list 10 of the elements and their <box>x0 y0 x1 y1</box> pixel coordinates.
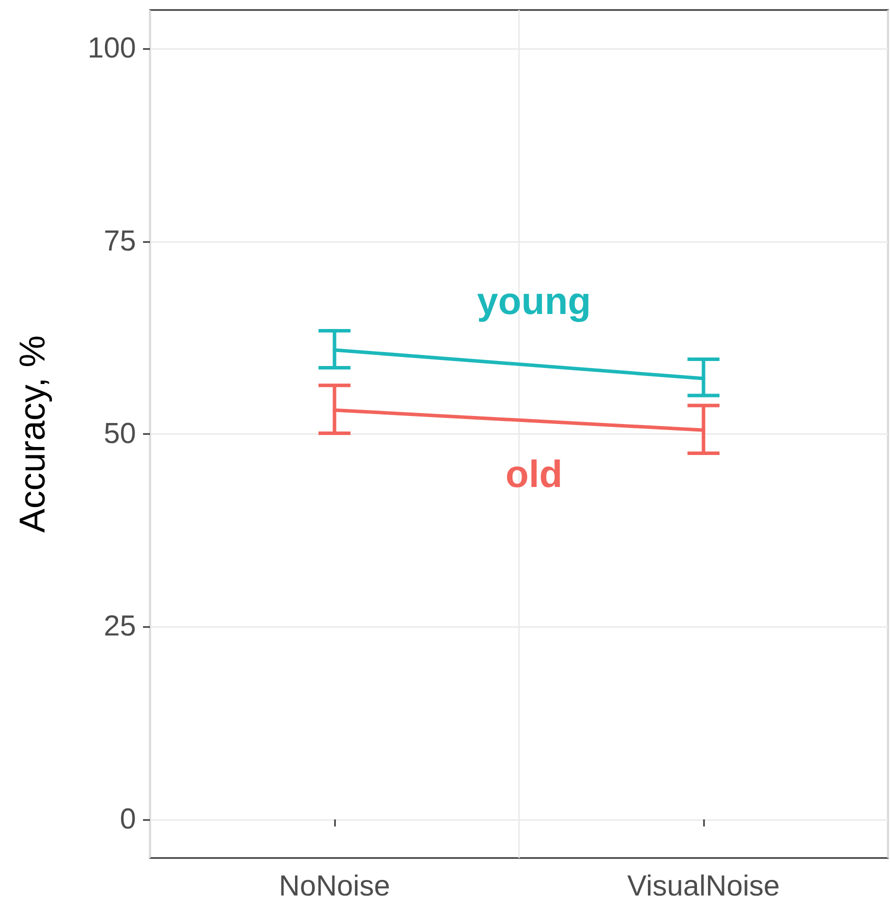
y-tick-label: 0 <box>120 803 136 836</box>
y-tick-label: 50 <box>104 418 136 450</box>
series-label: old <box>506 454 562 496</box>
y-tick-label: 25 <box>104 610 136 643</box>
x-tick-label: NoNoise <box>278 870 390 902</box>
series-label: young <box>477 281 591 324</box>
x-tick-label: VisualNoise <box>627 870 780 902</box>
y-axis-title: Accuracy, % <box>12 335 52 533</box>
y-tick-label: 100 <box>88 32 136 65</box>
y-tick-label: 75 <box>104 225 136 258</box>
